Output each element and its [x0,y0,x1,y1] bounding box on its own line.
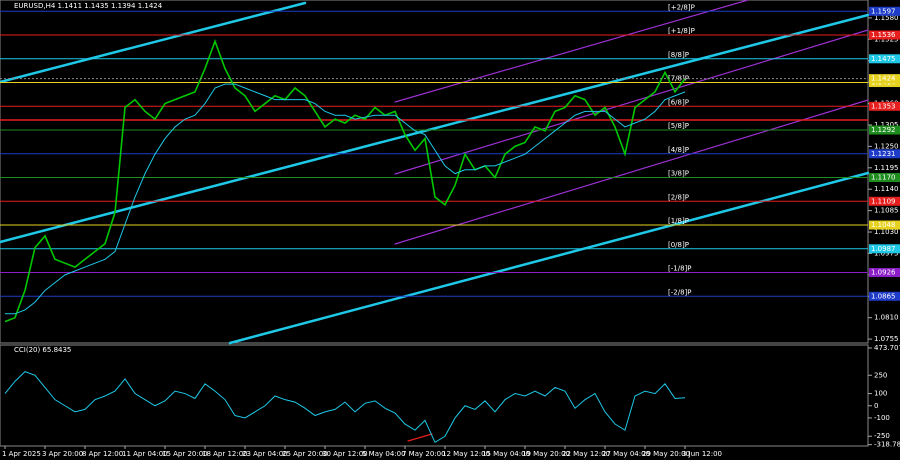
channel-line [0,13,870,244]
x-tick-label: 5 May 04:00 [362,450,406,458]
x-tick-label: 25 Apr 20:00 [282,450,328,458]
level-name: [-2/8]P [668,288,691,296]
level-box [869,101,900,111]
level-name: [6/8]P [668,98,689,106]
x-tick-label: 12 May 12:00 [442,450,490,458]
level-label: 1.1109 [871,197,896,205]
plot [4,38,686,444]
x-tick-label: 30 Apr 12:00 [322,450,368,458]
x-tick-label: 29 May 20:00 [642,450,690,458]
level-name: [7/8]P [668,75,689,83]
y-tick-label: 1.1250 [874,142,899,150]
series-line [4,371,686,444]
y-tick-label: -100 [874,414,890,422]
chart-title: EURUSD,H4 1.1411 1.1435 1.1394 1.1424 [14,2,163,10]
y-tick-label: -250 [874,432,890,440]
level-box [869,54,900,64]
level-name: [+2/8]P [668,3,695,11]
level-label: 1.1597 [871,7,896,15]
x-tick-label: 11 Apr 04:00 [122,450,168,458]
y-tick-label: 100 [874,390,887,398]
y-tick-label: 1.1030 [874,228,899,236]
level-name: [-1/8]P [668,265,691,273]
level-name: [+1/8]P [668,27,695,35]
level-label: 1.0987 [871,245,896,253]
x-tick-label: 23 Apr 04:00 [242,450,288,458]
y-tick-label: 1.1305 [874,121,899,129]
y-tick-label: 1.0810 [874,314,899,322]
x-tick-label: 19 May 20:00 [522,450,570,458]
indicator-title: CCI(20) 65.8435 [14,346,71,354]
x-tick-label: 27 May 04:00 [602,450,650,458]
y-tick-label: 250 [874,371,887,379]
y-tick-label: 473.707 [874,344,900,352]
level-name: [4/8]P [668,146,689,154]
level-name: [1/8]P [668,217,689,225]
y-tick-label: 1.1140 [874,185,899,193]
y-tick-label: 1.1085 [874,207,899,215]
y-tick-label: 1.0975 [874,249,899,257]
x-tick-label: 1 Apr 2025 [2,450,41,458]
channel-line [394,0,749,103]
series-line [5,83,686,315]
level-label: 1.0865 [871,292,896,300]
channels [0,0,870,442]
level-label: 1.1475 [871,55,896,63]
x-tick-label: 15 May 04:00 [482,450,530,458]
x-tick-label: 15 Apr 20:00 [162,450,208,458]
level-label: 1.1536 [871,31,896,39]
level-box [869,220,900,230]
level-name: [5/8]P [668,122,689,130]
x-tick-label: 7 May 20:00 [402,450,446,458]
cci-panel [0,344,869,447]
level-box [869,149,900,159]
level-label: 1.1292 [871,126,896,134]
level-box [869,196,900,206]
level-box [869,173,900,183]
divergence-line [407,433,433,442]
level-label: 1.1231 [871,150,896,158]
price-box [869,74,900,84]
channel-line [394,29,869,175]
level-name: [3/8]P [668,170,689,178]
level-label: 1.1170 [871,174,896,182]
level-box [869,244,900,254]
channel-line [0,1,307,84]
price-panel [0,0,869,344]
levels: [+2/8]P [+1/8]P [8/8]P [7/8]P [6/8]P [5/8]P [4… [0,3,868,297]
x-tick-label: 3 Apr 20:00 [42,450,83,458]
x-tick-label: 8 Apr 12:00 [82,450,123,458]
level-label: 1.0926 [871,269,896,277]
level-name: [2/8]P [668,193,689,201]
x-tick-label: 18 Apr 12:00 [202,450,248,458]
level-label: 1.1048 [871,221,896,229]
level-box [869,6,900,16]
series-line [4,38,686,323]
level-name: [0/8]P [668,241,689,249]
x-tick-label: 22 May 12:00 [562,450,610,458]
current-price-label: 1.1424 [871,75,896,83]
level-label: 1.1353 [871,102,896,110]
level-box [869,268,900,278]
level-box [869,30,900,40]
x-tick-label: 3 Jun 12:00 [682,450,722,458]
y-tick-label: 0 [874,402,878,410]
level-box [869,125,900,135]
level-box [869,291,900,301]
y-tick-label: -318.786 [874,441,900,449]
channel-line [394,99,869,245]
y-tick-label: 1.1195 [874,164,899,172]
level-name: [8/8]P [668,51,689,59]
y-tick-label: 1.1580 [874,14,899,22]
y-tick-label: 1.0755 [874,335,899,343]
